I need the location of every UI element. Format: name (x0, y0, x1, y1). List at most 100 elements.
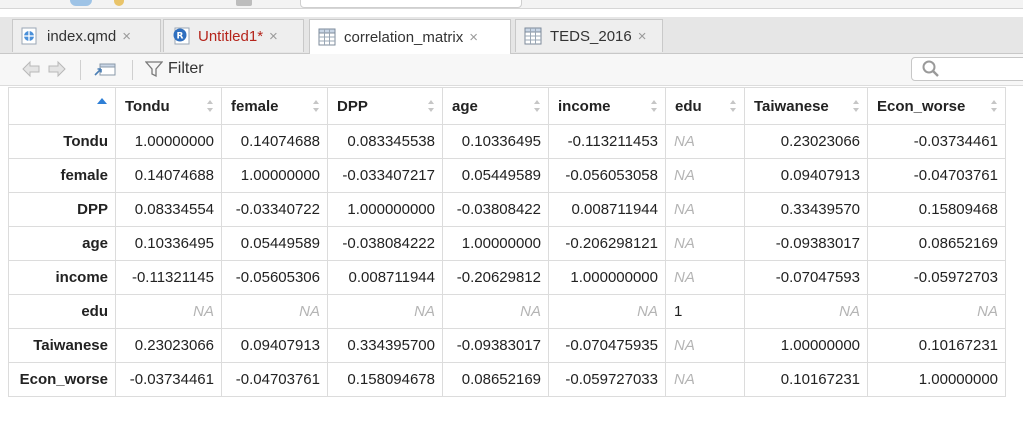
table-cell: 1.00000000 (867, 362, 1006, 397)
table-cell: NA (665, 192, 745, 227)
column-header[interactable]: age (442, 87, 549, 125)
table-cell: -0.05605306 (221, 260, 328, 295)
table-cell: 0.10167231 (867, 328, 1006, 363)
tab-untitled1[interactable]: R Untitled1* × (163, 19, 304, 52)
sort-icon[interactable] (533, 97, 541, 115)
close-icon[interactable]: × (122, 27, 131, 45)
table-cell: 0.083345538 (327, 124, 443, 159)
sort-icon[interactable] (312, 97, 320, 115)
table-cell: NA (744, 294, 868, 329)
tab-label: TEDS_2016 (550, 27, 632, 45)
table-row: female 0.14074688 1.00000000 -0.033407217 0.… (8, 158, 1006, 193)
r-script-icon: R (173, 27, 190, 45)
row-name: age (8, 226, 116, 261)
column-header-label: Taiwanese (754, 97, 829, 115)
table-cell: NA (867, 294, 1006, 329)
viewer-toolbar: Filter (0, 54, 1023, 86)
globe-icon[interactable] (70, 0, 92, 6)
sort-icon[interactable] (729, 97, 737, 115)
column-header[interactable]: income (548, 87, 666, 125)
table-cell: NA (665, 158, 745, 193)
data-table-icon (318, 28, 336, 46)
table-row: Econ_worse -0.03734461 -0.04703761 0.158094… (8, 362, 1006, 397)
toolbar-separator (80, 60, 81, 80)
search-input[interactable] (911, 57, 1023, 81)
table-cell: -0.059727033 (548, 362, 666, 397)
sort-icon[interactable] (206, 97, 214, 115)
table-cell: -0.03340722 (221, 192, 328, 227)
table-cell: -0.07047593 (744, 260, 868, 295)
table-cell: 0.05449589 (442, 158, 549, 193)
table-cell: -0.09383017 (442, 328, 549, 363)
table-cell: 0.08334554 (115, 192, 222, 227)
column-header-label: income (558, 97, 611, 115)
close-icon[interactable]: × (637, 27, 647, 45)
row-name: DPP (8, 192, 116, 227)
column-header[interactable]: Tondu (115, 87, 222, 125)
forward-arrow-icon[interactable] (46, 59, 68, 79)
table-cell: 0.08652169 (442, 362, 549, 397)
table-row: income -0.11321145 -0.05605306 0.008711944-… (8, 260, 1006, 295)
tab-label: index.qmd (47, 27, 117, 45)
tab-index-qmd[interactable]: index.qmd × (12, 19, 161, 52)
close-icon[interactable]: × (469, 28, 478, 46)
table-cell: 0.10167231 (744, 362, 868, 397)
table-cell: NA (327, 294, 443, 329)
row-name: Taiwanese (8, 328, 116, 363)
table-cell: -0.056053058 (548, 158, 666, 193)
table-cell: -0.11321145 (115, 260, 222, 295)
tab-teds-2016[interactable]: TEDS_2016 × (515, 19, 663, 52)
table-cell: 0.10336495 (442, 124, 549, 159)
table-cell: 0.008711944 (327, 260, 443, 295)
table-cell: 0.23023066 (744, 124, 868, 159)
table-cell: -0.09383017 (744, 226, 868, 261)
table-cell: 0.334395700 (327, 328, 443, 363)
column-header[interactable]: Econ_worse (867, 87, 1006, 125)
column-header-label: edu (675, 97, 702, 115)
table-cell: -0.03808422 (442, 192, 549, 227)
column-header-label: Econ_worse (877, 97, 966, 115)
column-header[interactable]: edu (665, 87, 745, 125)
tab-correlation-matrix[interactable]: correlation_matrix × (309, 19, 511, 54)
column-header-label: age (452, 97, 478, 115)
row-name: Tondu (8, 124, 116, 159)
filter-button[interactable]: Filter (168, 60, 204, 77)
table-cell: -0.04703761 (867, 158, 1006, 193)
table-cell: 0.05449589 (221, 226, 328, 261)
table-cell: NA (115, 294, 222, 329)
column-header[interactable]: female (221, 87, 328, 125)
column-header[interactable]: Taiwanese (744, 87, 868, 125)
table-cell: 0.008711944 (548, 192, 666, 227)
sort-icon[interactable] (990, 97, 998, 115)
back-arrow-icon[interactable] (20, 59, 42, 79)
sort-icon[interactable] (852, 97, 860, 115)
table-cell: NA (665, 226, 745, 261)
grid-icon[interactable] (236, 0, 252, 6)
column-header-label: DPP (337, 97, 368, 115)
goto-file-input[interactable] (300, 0, 522, 8)
popout-icon[interactable] (93, 59, 117, 79)
filter-icon[interactable] (145, 61, 163, 78)
sort-icon[interactable] (650, 97, 658, 115)
tab-label: Untitled1* (198, 27, 264, 45)
svg-text:R: R (177, 32, 184, 42)
sort-icon[interactable] (427, 97, 435, 115)
row-names-header[interactable] (8, 87, 116, 125)
table-row: edu NA NA NA NA NA 1 NA NA (8, 294, 1006, 329)
table-cell: 0.10336495 (115, 226, 222, 261)
table-cell: 0.14074688 (115, 158, 222, 193)
data-table-icon (524, 27, 542, 45)
table-cell: 0.09407913 (221, 328, 328, 363)
column-header-label: female (231, 97, 279, 115)
table-cell: -0.05972703 (867, 260, 1006, 295)
table-cell: -0.03734461 (867, 124, 1006, 159)
table-cell: NA (665, 124, 745, 159)
folder-icon[interactable] (114, 0, 124, 6)
table-cell: 1.00000000 (221, 158, 328, 193)
table-cell: NA (665, 260, 745, 295)
column-header[interactable]: DPP (327, 87, 443, 125)
search-icon (922, 60, 939, 77)
close-icon[interactable]: × (269, 27, 278, 45)
data-grid: Tondu female DPP age income edu Taiwanese Econ_… (8, 87, 1006, 397)
table-cell: 1.000000000 (548, 260, 666, 295)
